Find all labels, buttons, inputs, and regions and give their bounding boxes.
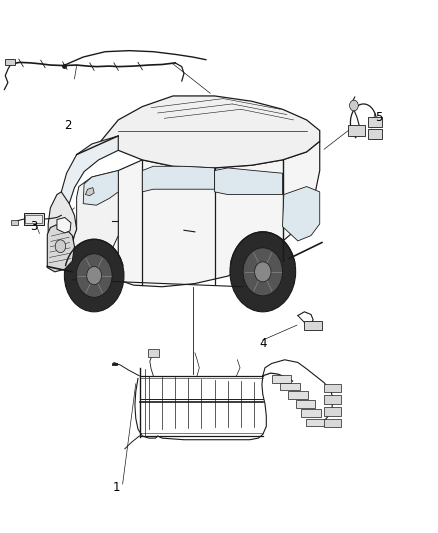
Bar bbox=[24, 213, 44, 225]
Polygon shape bbox=[215, 168, 283, 195]
Circle shape bbox=[87, 266, 102, 285]
Circle shape bbox=[76, 254, 112, 297]
Polygon shape bbox=[118, 141, 320, 287]
Circle shape bbox=[350, 100, 358, 111]
Polygon shape bbox=[99, 96, 320, 168]
Bar bbox=[280, 383, 300, 390]
Bar bbox=[296, 400, 315, 408]
Bar bbox=[301, 409, 321, 417]
Bar bbox=[368, 129, 382, 139]
Bar bbox=[272, 375, 291, 383]
Text: 2: 2 bbox=[64, 119, 72, 132]
Bar bbox=[324, 395, 341, 404]
Bar bbox=[324, 384, 341, 392]
Bar bbox=[368, 117, 382, 127]
Polygon shape bbox=[72, 171, 118, 280]
Bar bbox=[324, 407, 341, 416]
Circle shape bbox=[64, 239, 124, 312]
Text: 1: 1 bbox=[112, 481, 120, 494]
Circle shape bbox=[254, 262, 271, 282]
Bar bbox=[288, 391, 308, 399]
Bar bbox=[11, 220, 18, 225]
Polygon shape bbox=[83, 171, 118, 205]
Polygon shape bbox=[57, 217, 71, 233]
Polygon shape bbox=[61, 136, 118, 205]
Bar bbox=[324, 419, 341, 427]
Text: 3: 3 bbox=[31, 220, 38, 233]
Polygon shape bbox=[48, 192, 77, 249]
Circle shape bbox=[243, 248, 283, 296]
Text: 5: 5 bbox=[375, 111, 382, 124]
Polygon shape bbox=[283, 187, 320, 241]
Bar bbox=[25, 215, 42, 223]
Polygon shape bbox=[85, 188, 94, 196]
Bar bbox=[348, 125, 365, 136]
Bar bbox=[5, 59, 15, 65]
Bar bbox=[148, 349, 159, 357]
Circle shape bbox=[55, 240, 66, 253]
Polygon shape bbox=[47, 225, 74, 272]
Bar bbox=[304, 321, 322, 330]
Bar bbox=[306, 419, 325, 426]
Polygon shape bbox=[142, 166, 215, 192]
Text: 4: 4 bbox=[259, 337, 267, 350]
Circle shape bbox=[230, 232, 296, 312]
